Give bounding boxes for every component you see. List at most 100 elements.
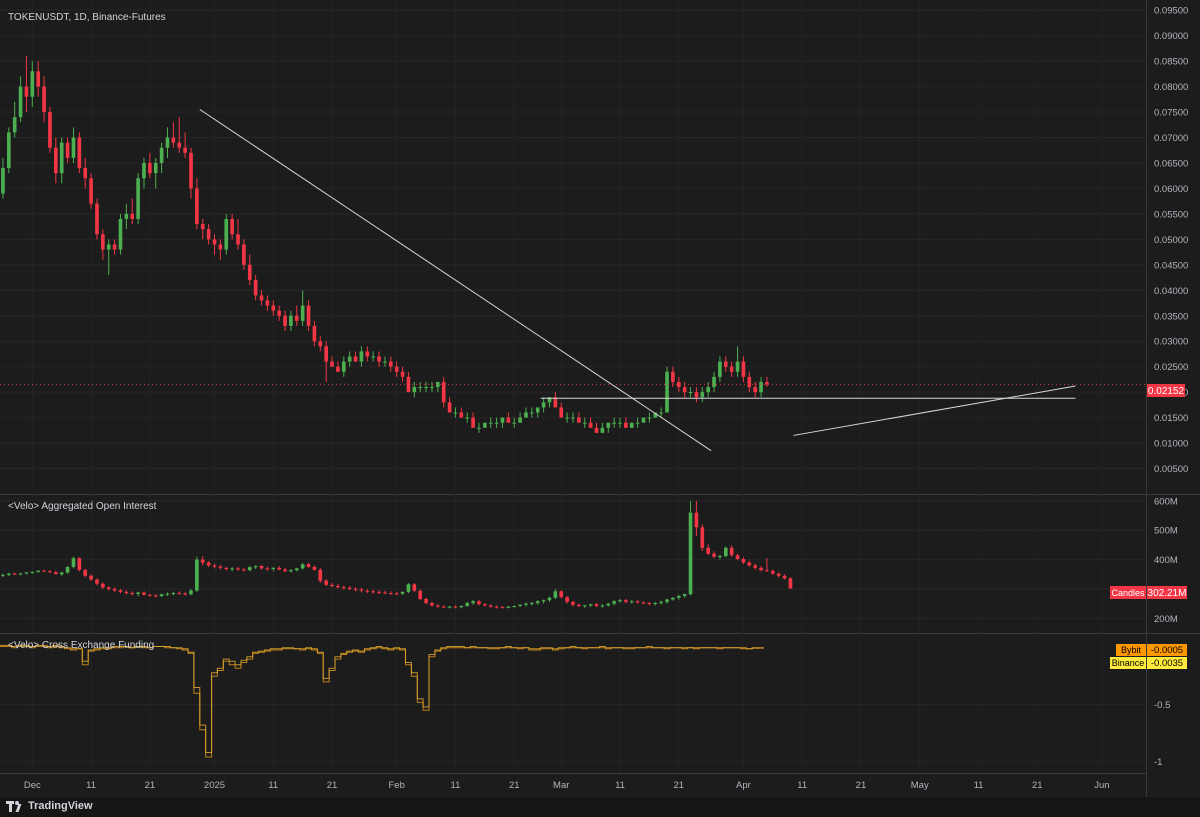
oi-candle-body[interactable] bbox=[682, 594, 687, 597]
price-candle-body[interactable] bbox=[412, 387, 417, 393]
oi-candle-body[interactable] bbox=[406, 584, 411, 592]
price-candle-body[interactable] bbox=[559, 407, 564, 418]
oi-candle-body[interactable] bbox=[524, 603, 528, 605]
oi-candle-body[interactable] bbox=[577, 604, 581, 606]
price-candle-body[interactable] bbox=[171, 137, 176, 143]
price-candle-body[interactable] bbox=[65, 142, 70, 158]
price-candle-body[interactable] bbox=[153, 162, 158, 174]
oi-candle-body[interactable] bbox=[324, 580, 328, 585]
trend-line[interactable] bbox=[199, 109, 712, 452]
oi-pane-title[interactable]: <Velo> Aggregated Open Interest bbox=[8, 501, 157, 512]
oi-candle-body[interactable] bbox=[6, 573, 11, 575]
oi-candle-body[interactable] bbox=[77, 558, 82, 570]
oi-candle-body[interactable] bbox=[253, 566, 258, 568]
price-candle-body[interactable] bbox=[371, 356, 376, 358]
price-candle-body[interactable] bbox=[512, 422, 517, 424]
price-candle-body[interactable] bbox=[36, 71, 41, 87]
price-candle-body[interactable] bbox=[688, 392, 693, 394]
oi-candle-body[interactable] bbox=[383, 592, 387, 594]
price-candle-body[interactable] bbox=[341, 361, 346, 372]
oi-candle-body[interactable] bbox=[765, 570, 769, 572]
oi-candle-body[interactable] bbox=[159, 594, 164, 597]
price-candle-body[interactable] bbox=[676, 381, 681, 388]
oi-candle-body[interactable] bbox=[659, 601, 663, 604]
price-candle-body[interactable] bbox=[465, 417, 470, 419]
price-candle-body[interactable] bbox=[259, 295, 264, 301]
price-candle-body[interactable] bbox=[459, 412, 464, 418]
oi-candle-body[interactable] bbox=[441, 606, 446, 608]
price-candle-body[interactable] bbox=[530, 412, 534, 414]
oi-candle-body[interactable] bbox=[271, 567, 276, 569]
funding-axis[interactable]: -0.5 -1 bbox=[1154, 700, 1170, 768]
trend-line[interactable] bbox=[793, 385, 1076, 436]
oi-candle-body[interactable] bbox=[24, 572, 29, 574]
price-candle-body[interactable] bbox=[71, 137, 76, 158]
price-candle-body[interactable] bbox=[130, 213, 135, 219]
oi-candle-body[interactable] bbox=[359, 589, 364, 591]
oi-candle-body[interactable] bbox=[694, 512, 699, 528]
funding-lines[interactable] bbox=[0, 644, 764, 758]
price-candle-body[interactable] bbox=[183, 147, 187, 153]
price-candle-body[interactable] bbox=[547, 397, 552, 403]
price-candle-body[interactable] bbox=[553, 397, 558, 408]
oi-candle-body[interactable] bbox=[735, 555, 740, 560]
price-candle-body[interactable] bbox=[471, 417, 475, 428]
oi-candle-body[interactable] bbox=[183, 593, 187, 595]
oi-candle-body[interactable] bbox=[318, 569, 323, 581]
oi-candle-body[interactable] bbox=[782, 575, 787, 579]
price-candle-body[interactable] bbox=[294, 315, 299, 321]
price-candle-body[interactable] bbox=[112, 244, 117, 250]
oi-candle-body[interactable] bbox=[377, 591, 381, 593]
price-candle-body[interactable] bbox=[89, 178, 93, 204]
oi-candle-body[interactable] bbox=[688, 512, 693, 595]
oi-candle-body[interactable] bbox=[453, 606, 458, 608]
oi-candle-body[interactable] bbox=[300, 564, 305, 569]
oi-candle-body[interactable] bbox=[200, 559, 205, 563]
price-candle-body[interactable] bbox=[718, 361, 722, 377]
oi-candle-body[interactable] bbox=[95, 579, 99, 584]
price-candle-body[interactable] bbox=[312, 325, 317, 342]
price-candle-body[interactable] bbox=[394, 366, 399, 372]
oi-candle-body[interactable] bbox=[465, 603, 470, 606]
oi-candle-body[interactable] bbox=[759, 567, 763, 571]
price-candle-body[interactable] bbox=[653, 412, 658, 418]
price-candle-body[interactable] bbox=[200, 224, 205, 230]
price-candle-body[interactable] bbox=[618, 422, 622, 424]
price-candle-body[interactable] bbox=[671, 371, 675, 382]
oi-candle-body[interactable] bbox=[565, 597, 569, 602]
price-candle-body[interactable] bbox=[647, 417, 652, 419]
oi-candle-body[interactable] bbox=[753, 565, 758, 568]
oi-candle-body[interactable] bbox=[112, 588, 117, 591]
price-candle-body[interactable] bbox=[494, 422, 499, 424]
price-candle-body[interactable] bbox=[759, 381, 763, 393]
oi-candles[interactable] bbox=[1, 500, 793, 609]
oi-candle-body[interactable] bbox=[42, 570, 46, 572]
oi-candle-body[interactable] bbox=[218, 566, 223, 568]
price-candle-body[interactable] bbox=[324, 346, 328, 362]
price-candle-body[interactable] bbox=[242, 244, 246, 265]
price-candle-body[interactable] bbox=[735, 361, 740, 372]
price-candle-body[interactable] bbox=[729, 366, 734, 372]
oi-candle-body[interactable] bbox=[12, 573, 17, 575]
oi-candle-body[interactable] bbox=[365, 590, 370, 592]
price-candle-body[interactable] bbox=[582, 422, 587, 424]
price-candle-body[interactable] bbox=[606, 422, 611, 428]
oi-candle-body[interactable] bbox=[294, 568, 299, 571]
oi-candle-body[interactable] bbox=[629, 601, 634, 603]
price-candle-body[interactable] bbox=[588, 422, 593, 428]
oi-candle-body[interactable] bbox=[459, 605, 464, 608]
oi-candle-body[interactable] bbox=[195, 559, 199, 591]
price-candle-body[interactable] bbox=[101, 234, 105, 250]
oi-candle-body[interactable] bbox=[671, 597, 675, 600]
oi-candle-body[interactable] bbox=[89, 575, 93, 580]
oi-candle-body[interactable] bbox=[676, 596, 681, 598]
price-candle-body[interactable] bbox=[347, 356, 352, 362]
oi-candle-body[interactable] bbox=[306, 564, 311, 567]
oi-candle-body[interactable] bbox=[388, 593, 393, 595]
price-candle-body[interactable] bbox=[253, 280, 258, 296]
price-candle-body[interactable] bbox=[600, 427, 605, 433]
oi-candle-body[interactable] bbox=[506, 606, 511, 608]
price-candle-body[interactable] bbox=[212, 239, 217, 245]
price-candle-body[interactable] bbox=[289, 315, 293, 326]
oi-candle-body[interactable] bbox=[477, 601, 481, 605]
